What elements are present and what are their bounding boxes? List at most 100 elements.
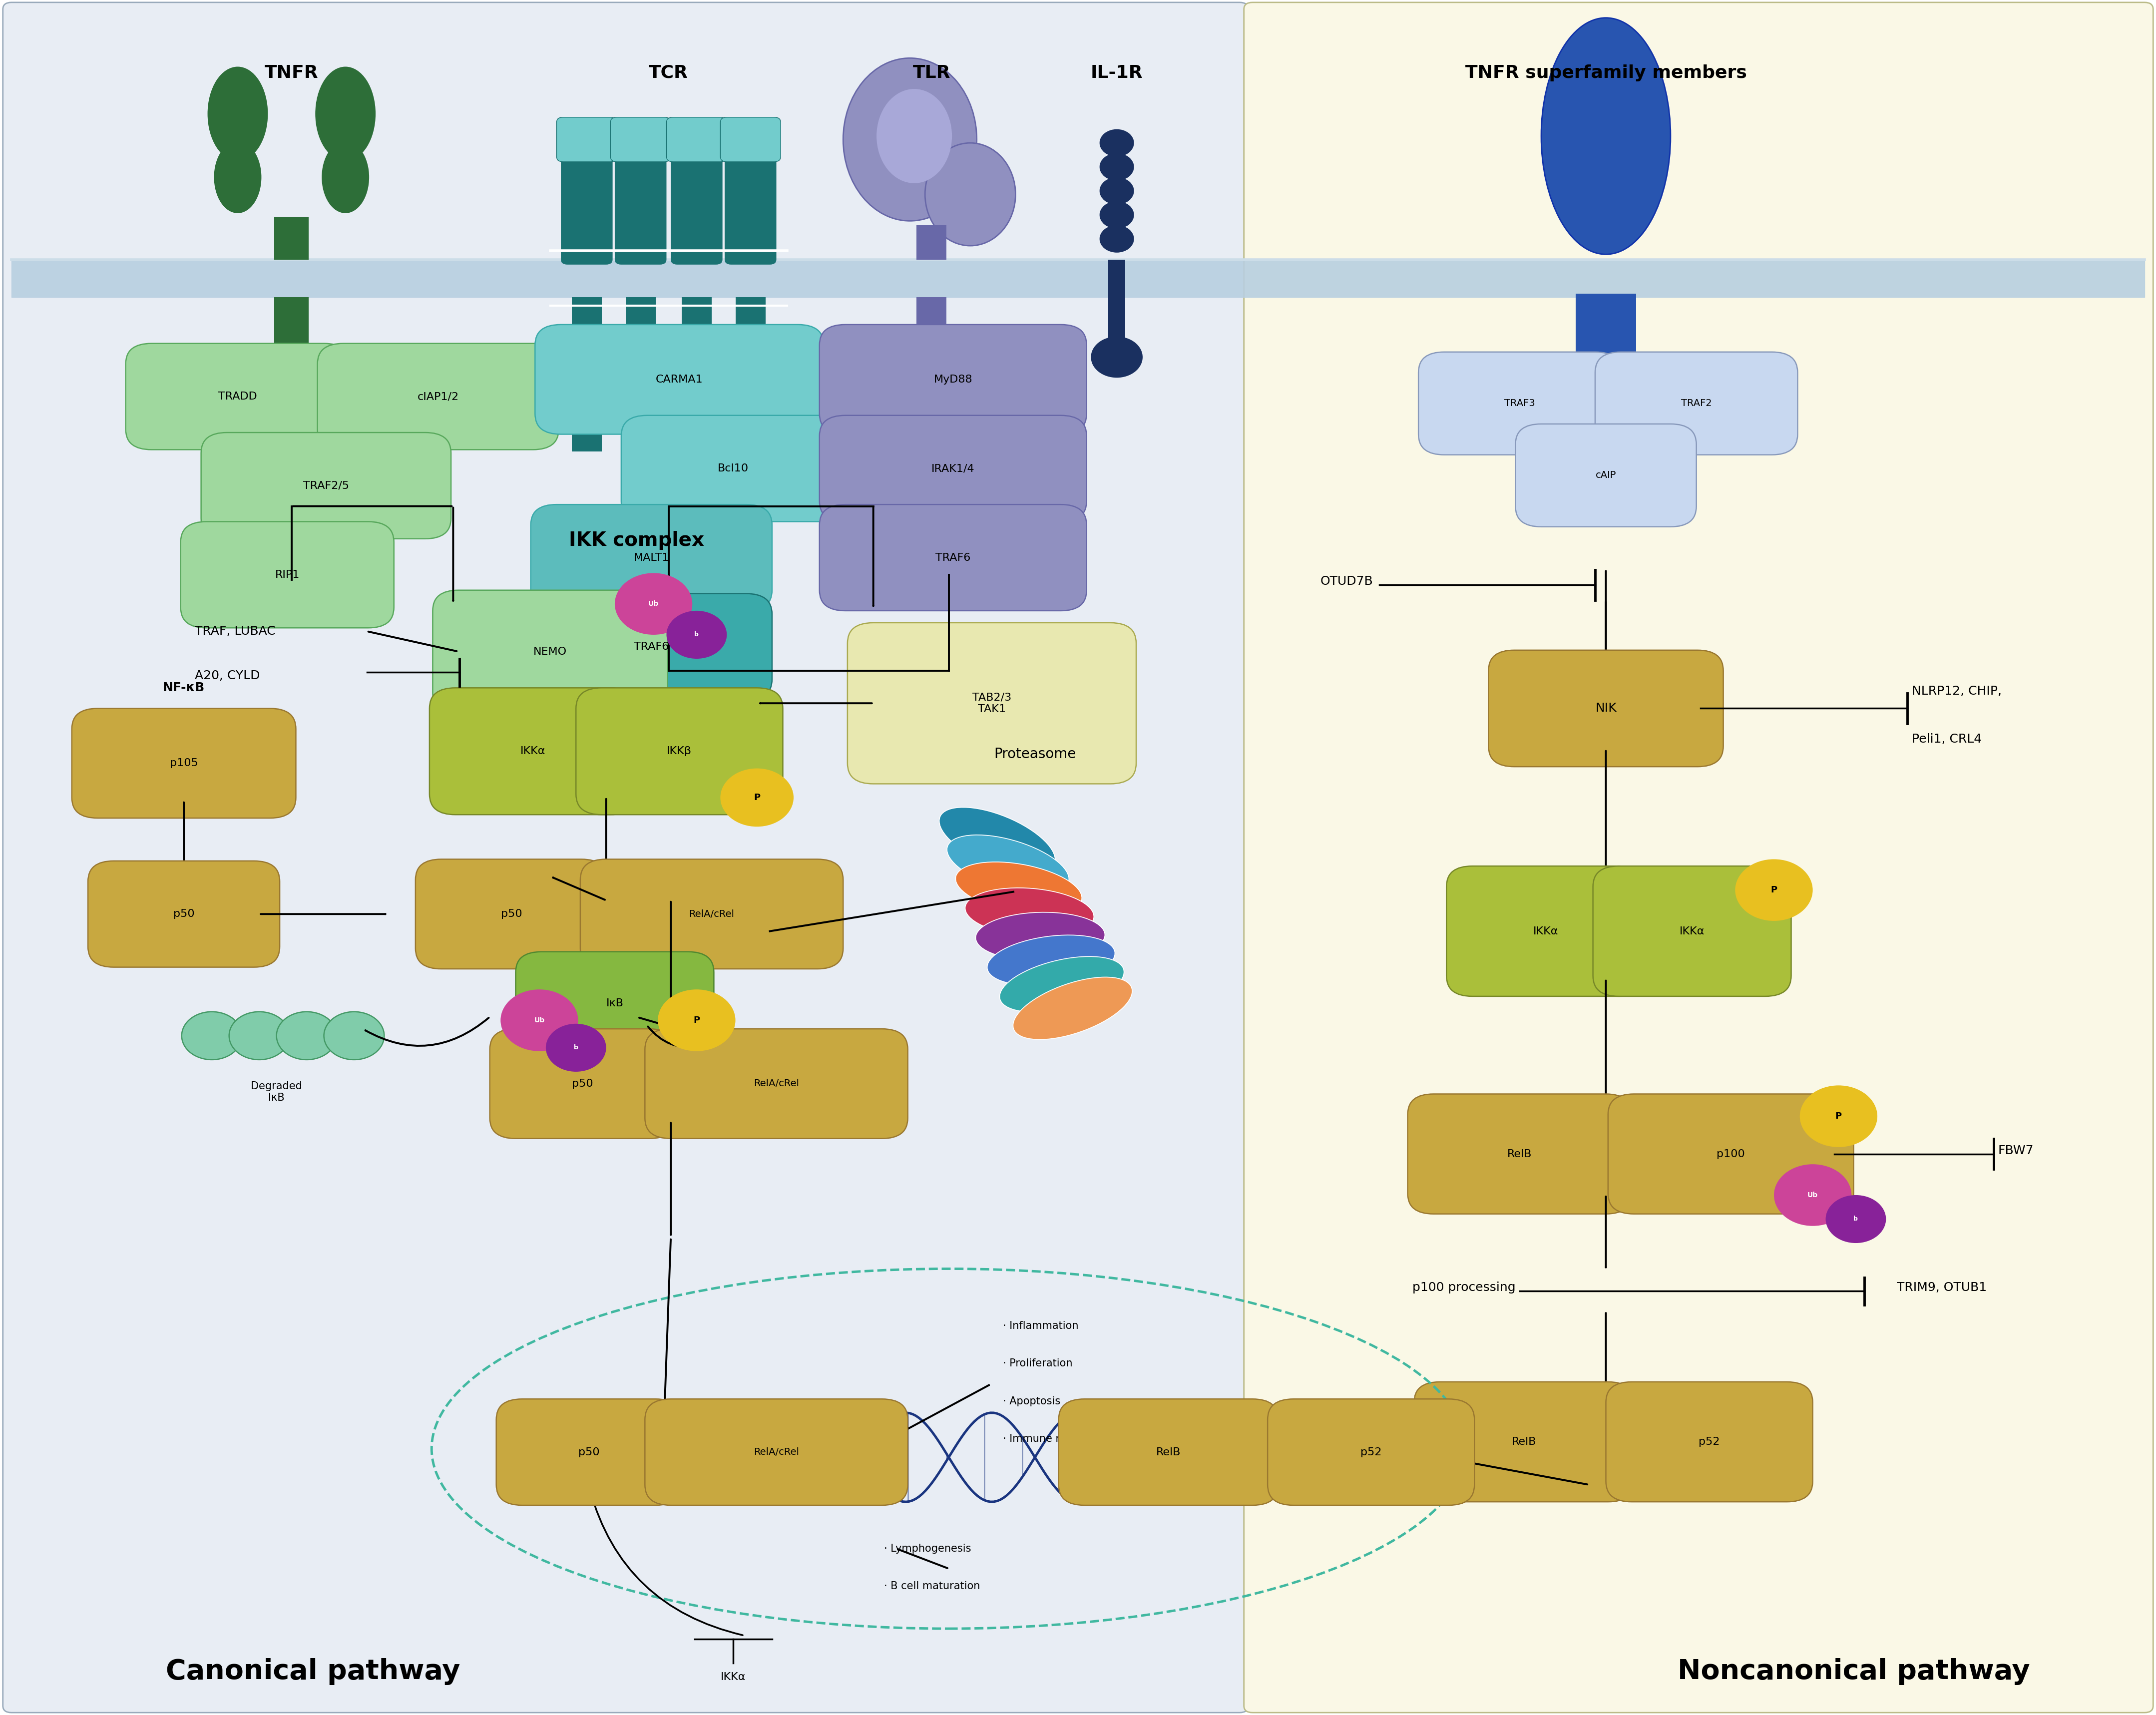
Text: RelA/cRel: RelA/cRel	[690, 909, 735, 919]
Text: b: b	[694, 631, 699, 638]
Text: · Lymphogenesis: · Lymphogenesis	[884, 1544, 970, 1554]
Circle shape	[293, 401, 315, 418]
Circle shape	[267, 393, 293, 413]
FancyBboxPatch shape	[1606, 1382, 1813, 1502]
Ellipse shape	[1542, 17, 1671, 254]
FancyBboxPatch shape	[489, 1029, 675, 1139]
Text: RIP1: RIP1	[276, 569, 300, 580]
Text: IKK complex: IKK complex	[569, 530, 705, 549]
Text: FBW7: FBW7	[1999, 1144, 2033, 1156]
FancyBboxPatch shape	[610, 117, 671, 161]
FancyBboxPatch shape	[735, 297, 765, 451]
Text: p100 processing: p100 processing	[1412, 1281, 1516, 1293]
FancyBboxPatch shape	[819, 504, 1087, 611]
FancyBboxPatch shape	[88, 861, 280, 967]
FancyBboxPatch shape	[819, 415, 1087, 521]
Ellipse shape	[877, 89, 953, 184]
Text: IKKα: IKKα	[720, 1672, 746, 1682]
FancyBboxPatch shape	[1059, 1399, 1279, 1506]
FancyBboxPatch shape	[181, 521, 395, 628]
Text: IκB: IκB	[606, 998, 623, 1008]
Ellipse shape	[966, 888, 1093, 936]
FancyBboxPatch shape	[681, 297, 711, 451]
Text: IKKα: IKKα	[1533, 926, 1559, 936]
Text: IKKβ: IKKβ	[666, 746, 692, 756]
Ellipse shape	[1000, 957, 1123, 1012]
Circle shape	[545, 1024, 606, 1072]
Ellipse shape	[843, 58, 977, 221]
Text: TNFR superfamily members: TNFR superfamily members	[1466, 65, 1746, 81]
Text: TNFR: TNFR	[265, 65, 319, 81]
Text: · Proliferation: · Proliferation	[1003, 1358, 1072, 1369]
FancyBboxPatch shape	[2, 2, 1248, 1713]
FancyBboxPatch shape	[671, 142, 722, 264]
Text: TRAF2: TRAF2	[1682, 398, 1712, 408]
FancyBboxPatch shape	[1608, 1094, 1854, 1214]
Text: p52: p52	[1699, 1437, 1720, 1447]
Text: p105: p105	[170, 758, 198, 768]
Text: Bcl10: Bcl10	[718, 463, 748, 473]
FancyBboxPatch shape	[1408, 1094, 1632, 1214]
FancyBboxPatch shape	[916, 297, 946, 369]
FancyBboxPatch shape	[535, 324, 824, 434]
Text: Degraded
IκB: Degraded IκB	[250, 1080, 302, 1103]
Ellipse shape	[276, 1012, 336, 1060]
Text: TRAF6: TRAF6	[936, 552, 970, 563]
FancyBboxPatch shape	[530, 593, 772, 700]
FancyBboxPatch shape	[274, 216, 308, 259]
FancyBboxPatch shape	[614, 142, 666, 264]
Ellipse shape	[323, 1012, 384, 1060]
Text: IRAK1/4: IRAK1/4	[931, 463, 975, 473]
Circle shape	[1100, 201, 1134, 228]
FancyBboxPatch shape	[916, 225, 946, 259]
Text: CARMA1: CARMA1	[655, 374, 703, 384]
Text: IL-1R: IL-1R	[1091, 65, 1143, 81]
Circle shape	[1774, 1164, 1852, 1226]
Ellipse shape	[987, 935, 1115, 986]
Text: Noncanonical pathway: Noncanonical pathway	[1677, 1658, 2029, 1684]
Text: OTUD7B: OTUD7B	[1319, 576, 1373, 588]
FancyBboxPatch shape	[1244, 2, 2154, 1713]
Text: NIK: NIK	[1595, 703, 1617, 715]
FancyBboxPatch shape	[1268, 1399, 1475, 1506]
Text: p50: p50	[571, 1079, 593, 1089]
Circle shape	[1100, 153, 1134, 180]
FancyBboxPatch shape	[1593, 866, 1792, 996]
Text: p50: p50	[500, 909, 522, 919]
Text: TLR: TLR	[912, 65, 951, 81]
FancyBboxPatch shape	[317, 343, 558, 449]
FancyBboxPatch shape	[433, 590, 668, 713]
Text: p100: p100	[1716, 1149, 1744, 1159]
Text: RelA/cRel: RelA/cRel	[755, 1079, 800, 1089]
FancyBboxPatch shape	[561, 142, 612, 264]
Text: P: P	[755, 792, 761, 803]
Text: RelB: RelB	[1507, 1149, 1533, 1159]
Ellipse shape	[213, 141, 261, 213]
FancyBboxPatch shape	[416, 859, 608, 969]
FancyBboxPatch shape	[1516, 424, 1697, 527]
Text: b: b	[1854, 1216, 1858, 1223]
Circle shape	[1100, 225, 1134, 252]
Ellipse shape	[946, 835, 1069, 894]
FancyBboxPatch shape	[666, 117, 727, 161]
Text: · Apoptosis: · Apoptosis	[1003, 1396, 1061, 1406]
Text: p50: p50	[172, 909, 194, 919]
Text: TRAF6: TRAF6	[634, 641, 668, 652]
Ellipse shape	[229, 1012, 289, 1060]
Text: Ub: Ub	[535, 1017, 545, 1024]
Text: TRAF2/5: TRAF2/5	[304, 480, 349, 490]
Text: IKKα: IKKα	[520, 746, 545, 756]
Text: p50: p50	[578, 1447, 599, 1458]
Text: Ub: Ub	[1807, 1192, 1818, 1199]
FancyBboxPatch shape	[576, 688, 783, 815]
Text: TRAF3: TRAF3	[1505, 398, 1535, 408]
FancyBboxPatch shape	[201, 432, 451, 539]
FancyBboxPatch shape	[621, 415, 845, 521]
Text: Ub: Ub	[649, 600, 660, 607]
FancyBboxPatch shape	[645, 1399, 908, 1506]
Ellipse shape	[315, 67, 375, 161]
Ellipse shape	[977, 912, 1104, 960]
Ellipse shape	[1013, 978, 1132, 1039]
Ellipse shape	[925, 142, 1015, 245]
FancyBboxPatch shape	[580, 859, 843, 969]
